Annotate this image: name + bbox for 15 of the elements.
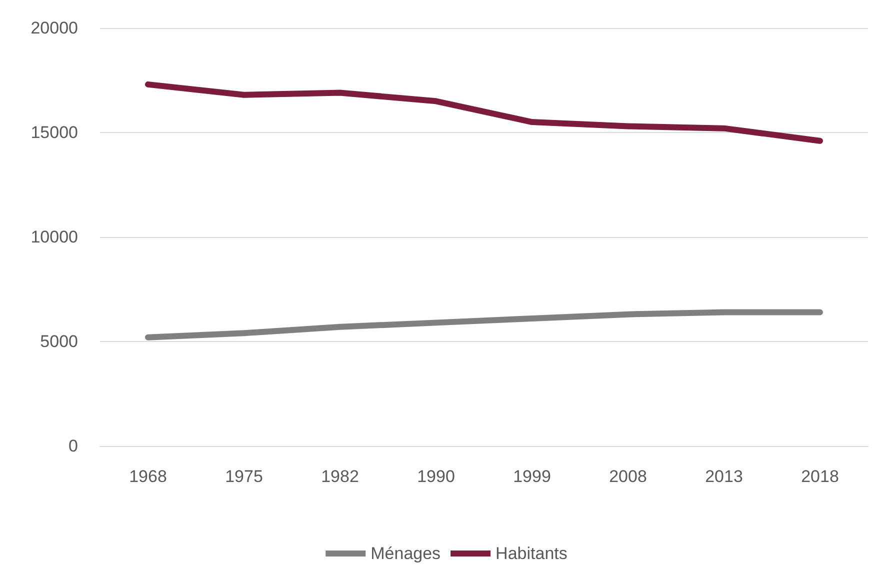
- x-tick-label: 2013: [705, 467, 743, 486]
- y-tick-label: 10000: [30, 228, 78, 246]
- x-tick-label: 1999: [513, 467, 551, 486]
- x-tick-label: 1982: [321, 467, 359, 486]
- legend-label: Ménages: [370, 544, 441, 563]
- x-tick-label: 2018: [801, 467, 839, 486]
- x-tick-label: 1968: [129, 467, 167, 486]
- legend-label: Habitants: [496, 544, 568, 563]
- y-tick-label: 15000: [30, 123, 78, 142]
- x-tick-label: 1975: [225, 467, 263, 486]
- x-tick-label: 2008: [609, 467, 647, 486]
- y-tick-label: 0: [68, 436, 78, 456]
- x-tick-label: 1990: [417, 467, 455, 486]
- y-tick-label: 5000: [40, 332, 78, 351]
- y-tick-label: 20000: [30, 18, 78, 38]
